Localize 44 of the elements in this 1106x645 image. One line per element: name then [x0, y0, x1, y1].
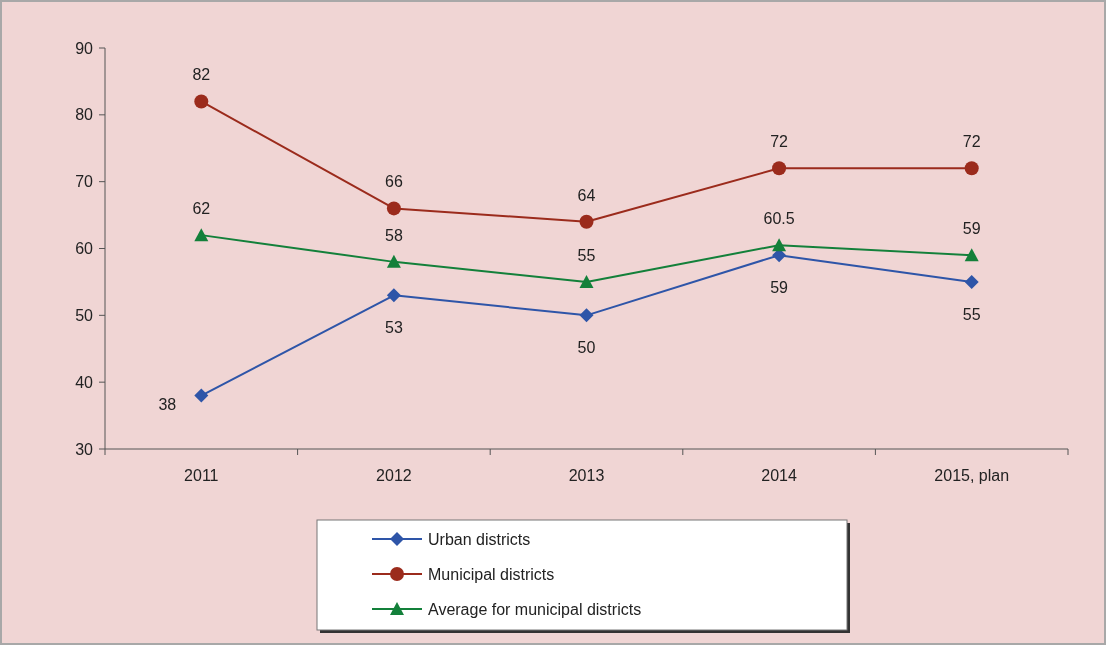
data-label: 50: [577, 339, 596, 357]
point: [386, 288, 401, 303]
data-label: 59: [770, 279, 789, 297]
legend-label: Municipal districts: [428, 565, 555, 583]
data-label: 38: [158, 395, 177, 413]
y-tick-label: 30: [75, 440, 94, 458]
point: [579, 308, 594, 323]
data-label: 53: [385, 319, 403, 337]
point: [194, 388, 209, 403]
point: [772, 238, 787, 252]
data-label: 59: [962, 220, 981, 238]
x-tick-label: 2011: [184, 467, 219, 484]
data-label: 55: [962, 305, 981, 323]
data-label: 58: [385, 226, 403, 244]
point: [579, 274, 594, 288]
point: [386, 254, 401, 268]
data-label: 62: [192, 200, 211, 218]
point: [964, 161, 979, 176]
data-label: 82: [192, 66, 211, 84]
legend-label: Average for municipal districts: [428, 600, 642, 618]
data-label: 72: [962, 133, 981, 151]
point: [579, 214, 594, 229]
y-tick-label: 60: [75, 240, 94, 258]
point: [194, 228, 209, 242]
y-tick-label: 70: [75, 173, 94, 191]
point: [964, 274, 979, 289]
data-label: 60.5: [763, 210, 795, 228]
data-label: 64: [577, 186, 596, 204]
x-tick-label: 2014: [761, 467, 797, 484]
y-tick-label: 50: [75, 306, 94, 324]
y-tick-label: 80: [75, 106, 94, 124]
point: [386, 201, 401, 216]
point: [772, 161, 787, 176]
point: [194, 94, 209, 109]
data-label: 72: [770, 133, 789, 151]
point: [964, 248, 979, 262]
y-tick-label: 90: [75, 39, 94, 57]
x-tick-label: 2012: [376, 467, 412, 484]
x-tick-label: 2013: [568, 467, 605, 484]
x-tick-label: 2015, plan: [934, 467, 1010, 484]
data-label: 55: [577, 246, 596, 264]
y-tick-label: 40: [75, 373, 94, 391]
legend-label: Urban districts: [428, 530, 531, 548]
data-label: 66: [385, 173, 403, 191]
